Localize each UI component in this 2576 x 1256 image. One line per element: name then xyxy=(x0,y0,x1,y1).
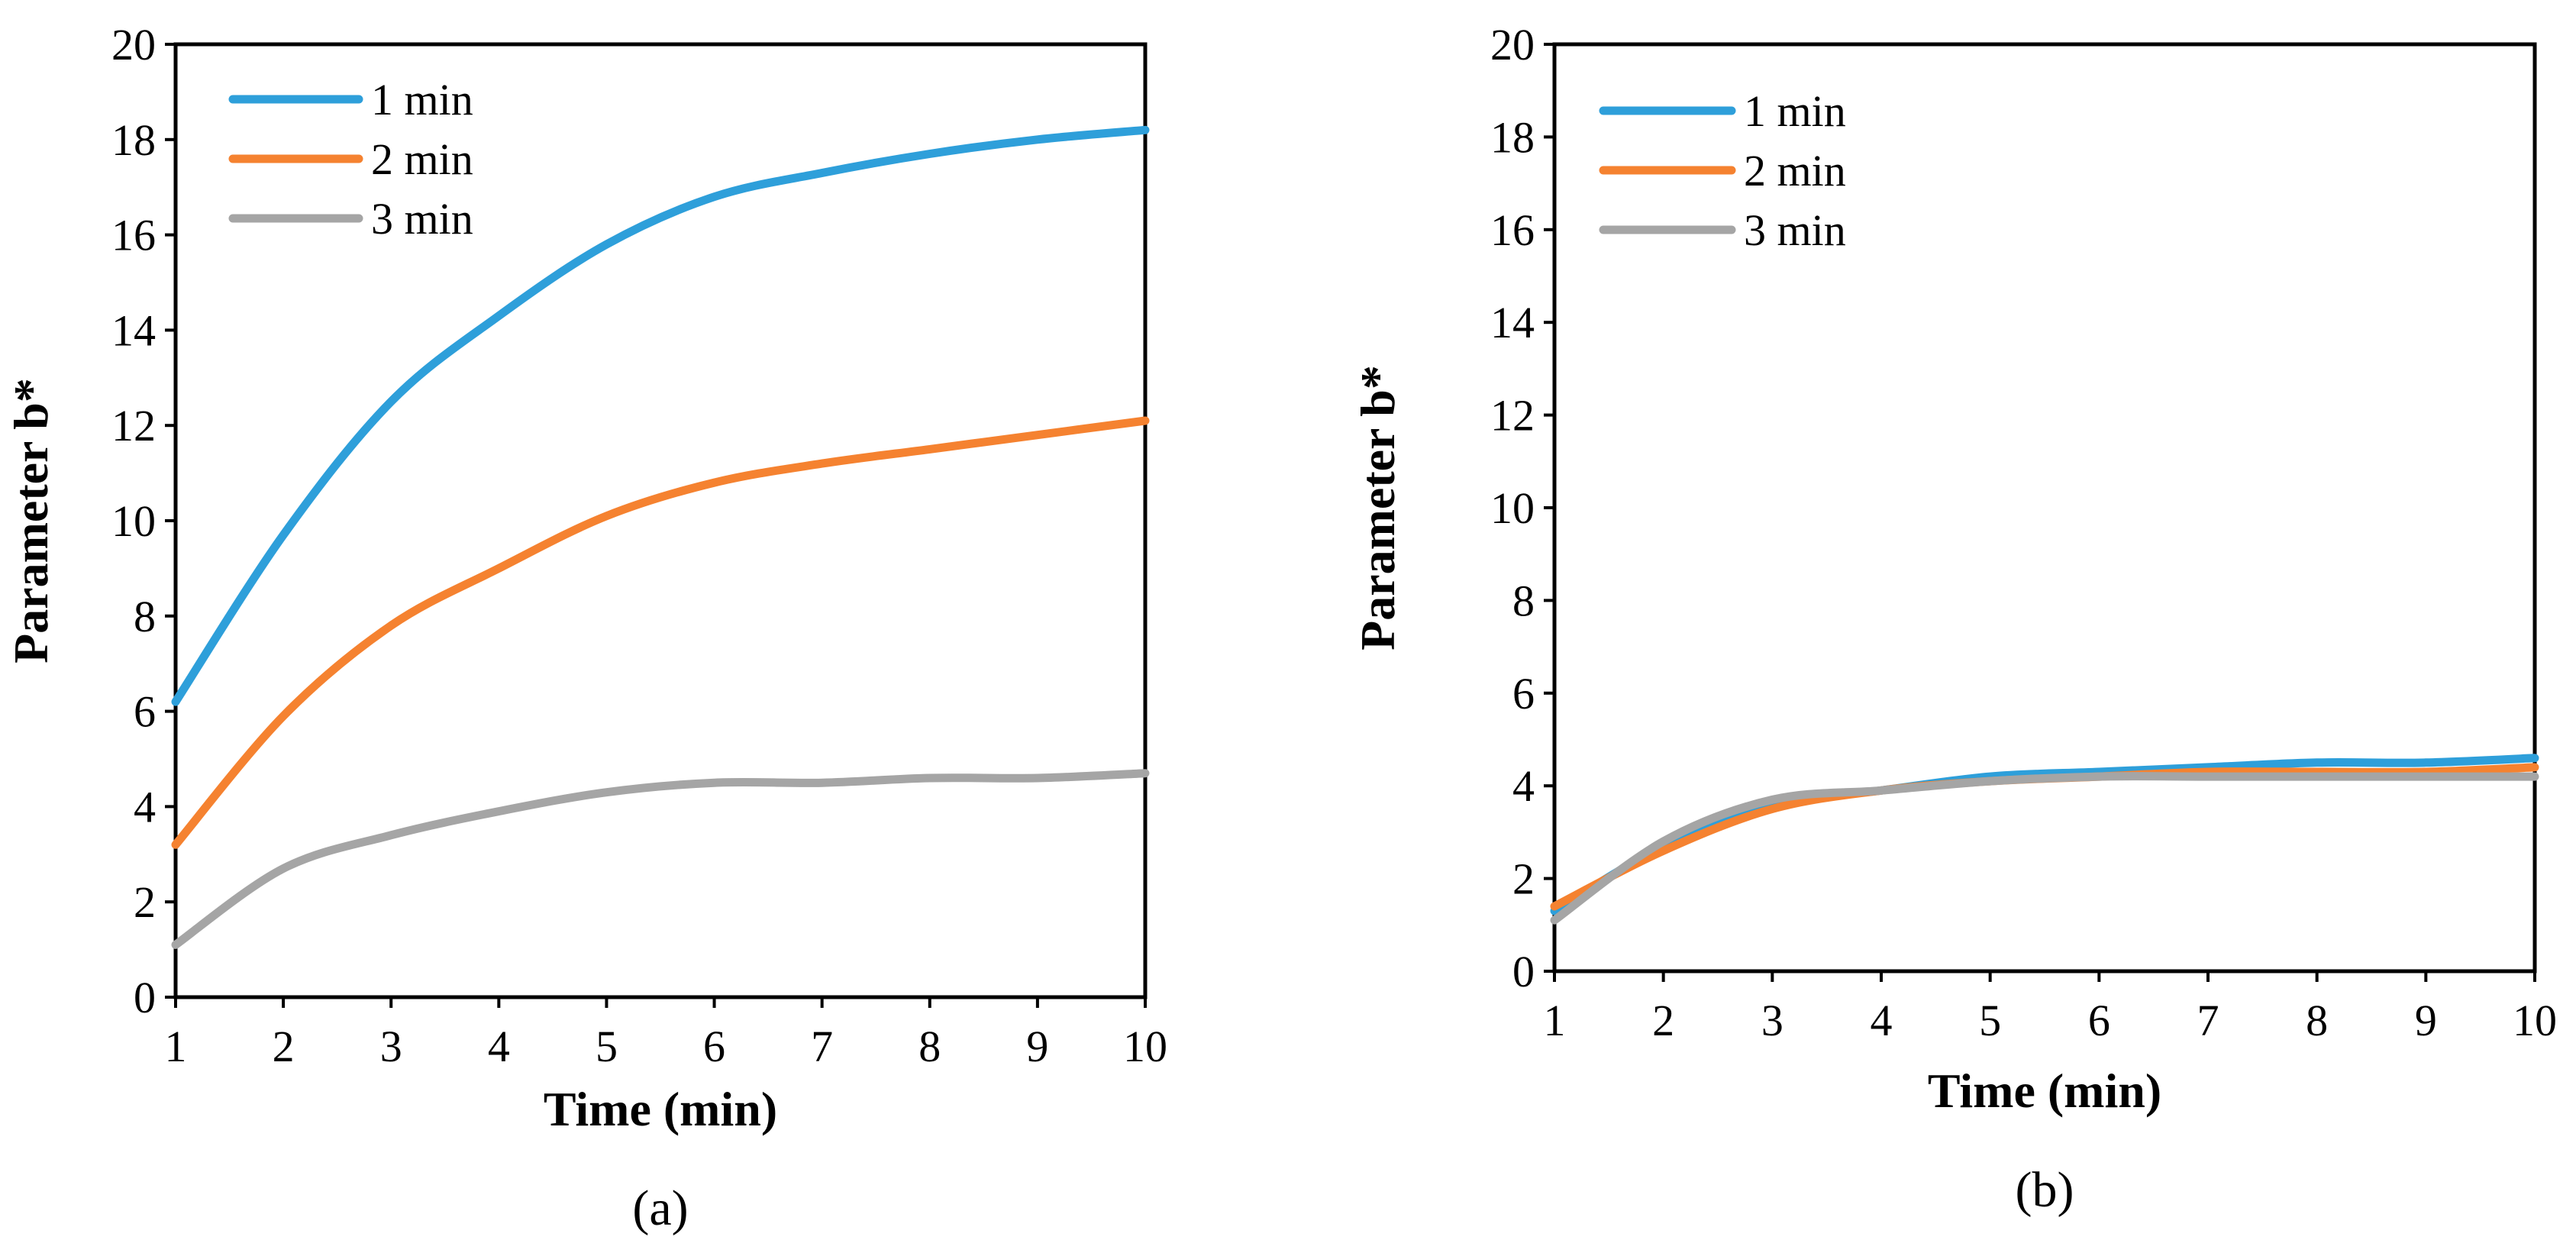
panel-label-a: (a) xyxy=(632,1180,688,1236)
y-tick-label-a-12: 12 xyxy=(111,401,156,450)
legend-label-a-2: 2 min xyxy=(371,134,473,184)
y-tick-label-a-8: 8 xyxy=(134,592,156,641)
y-tick-label-b-4: 4 xyxy=(1512,761,1535,811)
x-tick-label-a-2: 2 xyxy=(273,1022,295,1071)
series-line-a-1 xyxy=(171,125,1150,706)
series-line-b-1 xyxy=(1550,754,2539,915)
y-tick-label-b-16: 16 xyxy=(1490,205,1535,255)
y-tick-label-b-18: 18 xyxy=(1490,112,1535,162)
y-tick-label-a-14: 14 xyxy=(111,305,156,355)
y-tick-label-a-0: 0 xyxy=(134,973,156,1022)
x-tick-label-a-10: 10 xyxy=(1123,1022,1167,1071)
x-tick-label-b-3: 3 xyxy=(1761,996,1784,1045)
x-tick-label-b-8: 8 xyxy=(2306,996,2328,1045)
y-tick-label-b-0: 0 xyxy=(1512,947,1535,996)
x-tick-label-b-4: 4 xyxy=(1871,996,1893,1045)
legend-label-b-1: 1 min xyxy=(1744,86,1846,136)
y-tick-label-b-6: 6 xyxy=(1512,669,1535,718)
x-tick-label-b-6: 6 xyxy=(2088,996,2110,1045)
x-tick-label-a-5: 5 xyxy=(596,1022,618,1071)
x-tick-label-a-4: 4 xyxy=(488,1022,510,1071)
x-tick-label-b-5: 5 xyxy=(1979,996,2001,1045)
x-tick-label-b-2: 2 xyxy=(1652,996,1674,1045)
legend-label-b-2: 2 min xyxy=(1744,146,1846,195)
x-tick-label-a-1: 1 xyxy=(165,1022,187,1071)
x-axis-title-a: Time (min) xyxy=(544,1082,777,1136)
x-tick-label-a-3: 3 xyxy=(380,1022,402,1071)
y-tick-label-a-20: 20 xyxy=(111,20,156,69)
y-axis-title-b: Parameter b* xyxy=(1351,365,1405,651)
y-tick-label-a-6: 6 xyxy=(134,687,156,737)
y-tick-label-a-4: 4 xyxy=(134,782,156,831)
x-tick-label-b-10: 10 xyxy=(2513,996,2557,1045)
y-tick-label-a-2: 2 xyxy=(134,877,156,927)
y-axis-title-a: Parameter b* xyxy=(4,378,58,664)
series-line-b-3 xyxy=(1550,772,2539,925)
x-tick-label-a-6: 6 xyxy=(703,1022,725,1071)
series-line-a-2 xyxy=(171,416,1150,849)
x-tick-label-a-7: 7 xyxy=(811,1022,833,1071)
y-tick-label-b-12: 12 xyxy=(1490,391,1535,441)
x-tick-label-b-1: 1 xyxy=(1544,996,1566,1045)
legend-label-a-3: 3 min xyxy=(371,194,473,244)
x-tick-label-a-8: 8 xyxy=(918,1022,941,1071)
y-tick-label-b-20: 20 xyxy=(1490,20,1535,69)
legend-label-a-1: 1 min xyxy=(371,75,473,124)
y-tick-label-b-10: 10 xyxy=(1490,483,1535,533)
panel-label-b: (b) xyxy=(2016,1162,2074,1218)
legend-label-b-3: 3 min xyxy=(1744,205,1846,255)
y-tick-label-b-14: 14 xyxy=(1490,298,1535,347)
x-axis-title-b: Time (min) xyxy=(1928,1064,2161,1118)
y-tick-label-a-10: 10 xyxy=(111,496,156,546)
series-line-b-2 xyxy=(1550,763,2539,911)
x-tick-label-a-9: 9 xyxy=(1026,1022,1048,1071)
y-tick-label-a-18: 18 xyxy=(111,115,156,165)
series-line-a-3 xyxy=(171,769,1150,949)
x-tick-label-b-7: 7 xyxy=(2197,996,2219,1045)
y-tick-label-b-8: 8 xyxy=(1512,576,1535,625)
y-tick-label-a-16: 16 xyxy=(111,211,156,260)
x-tick-label-b-9: 9 xyxy=(2415,996,2437,1045)
y-tick-label-b-2: 2 xyxy=(1512,854,1535,904)
